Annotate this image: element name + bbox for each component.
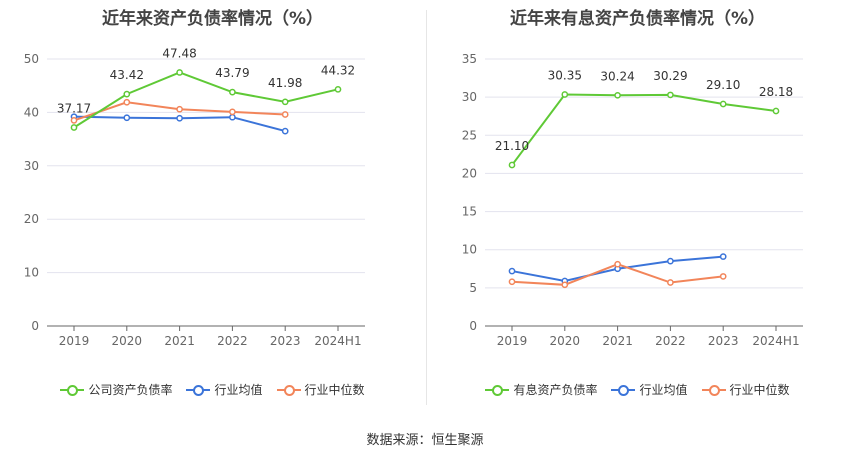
- data-point: [508, 267, 516, 275]
- data-point: [281, 127, 289, 135]
- chart-debt-ratio: 近年来资产负债率情况（%） 0 10 20 30 40 50 2019 2020 2021 202…: [0, 0, 425, 420]
- y-tick-label: 5: [469, 281, 477, 295]
- legend-item[interactable]: 公司资产负债率: [60, 381, 172, 398]
- chart-interest-bearing-debt-ratio: 近年来有息资产负债率情况（%） 0 5 10 15 20 25 30 35 2019 2020 20…: [425, 0, 850, 420]
- data-point: [561, 91, 569, 98]
- y-tick-label: 20: [24, 212, 39, 226]
- legend-item[interactable]: 行业中位数: [276, 381, 365, 398]
- legend-label: 公司资产负债率: [88, 383, 173, 397]
- y-tick-label: 25: [462, 128, 477, 142]
- data-point: [281, 111, 289, 118]
- data-point: [229, 88, 236, 96]
- chart-title: 近年来有息资产负债率情况（%）: [509, 9, 766, 29]
- data-point: [561, 281, 569, 289]
- data-label: 30.35: [548, 68, 582, 82]
- data-point: [123, 90, 131, 98]
- y-tick-label: 30: [24, 159, 39, 173]
- data-point: [719, 100, 727, 108]
- data-point: [667, 257, 674, 265]
- series-line: [511, 93, 777, 166]
- data-label: 28.18: [759, 85, 793, 99]
- data-point: [334, 85, 342, 93]
- y-tick-label: 20: [462, 166, 477, 180]
- legend-label: 行业均值: [639, 383, 688, 397]
- legend-marker-icon: [611, 384, 636, 396]
- plot-area: 0 10 20 30 40 50 2019 2020 2021 2022 2023 2024H1 37.…: [24, 46, 365, 348]
- data-point: [176, 105, 183, 113]
- x-tick-label: 2022: [217, 334, 248, 348]
- data-point: [123, 114, 131, 122]
- data-point: [176, 114, 183, 122]
- data-label: 41.98: [268, 76, 302, 90]
- legend-marker-icon: [186, 384, 211, 396]
- data-point: [508, 278, 516, 286]
- data-point: [229, 113, 236, 121]
- y-tick-label: 35: [462, 52, 477, 66]
- data-label: 21.10: [495, 139, 529, 153]
- data-point: [176, 69, 183, 76]
- x-tick-label: 2019: [59, 334, 90, 348]
- series-line: [73, 71, 339, 129]
- x-tick-label: 2023: [708, 334, 739, 348]
- y-tick-label: 10: [462, 243, 477, 257]
- legend: 有息资产负债率 行业均值 行业中位数: [425, 381, 850, 398]
- data-point: [281, 98, 289, 106]
- y-tick-label: 0: [31, 319, 39, 333]
- legend-label: 行业中位数: [304, 383, 365, 397]
- legend-item[interactable]: 行业均值: [186, 381, 263, 398]
- plot-area: 0 5 10 15 20 25 30 35 2019 2020 2021 2022 2023 2024H1…: [462, 52, 803, 348]
- data-label: 30.29: [653, 69, 687, 83]
- data-point: [772, 107, 780, 115]
- legend-item[interactable]: 行业中位数: [701, 381, 790, 398]
- data-point: [70, 124, 78, 131]
- data-source-note: 数据来源：恒生聚源: [366, 433, 484, 448]
- data-point: [719, 253, 727, 260]
- y-tick-label: 30: [462, 90, 477, 104]
- data-point: [614, 91, 621, 99]
- legend-marker-icon: [701, 384, 726, 396]
- x-tick-label: 2021: [602, 334, 633, 348]
- y-tick-label: 40: [24, 105, 39, 119]
- x-tick-label: 2019: [497, 334, 528, 348]
- legend-item[interactable]: 有息资产负债率: [485, 381, 597, 398]
- x-tick-label: 2020: [550, 334, 581, 348]
- data-label: 43.42: [110, 68, 144, 82]
- data-label: 37.17: [57, 102, 91, 116]
- data-point: [123, 98, 131, 106]
- legend-item[interactable]: 行业均值: [611, 381, 688, 398]
- y-tick-label: 50: [24, 52, 39, 66]
- data-point: [667, 279, 674, 286]
- data-point: [508, 161, 516, 169]
- legend-marker-icon: [485, 384, 510, 396]
- x-tick-label: 2023: [270, 334, 301, 348]
- data-label: 30.24: [600, 69, 634, 83]
- y-tick-label: 10: [24, 266, 39, 280]
- data-point: [719, 273, 727, 280]
- x-tick-label: 2024H1: [752, 334, 799, 348]
- data-label: 43.79: [215, 66, 249, 80]
- legend-label: 有息资产负债率: [513, 383, 598, 397]
- legend-label: 行业中位数: [729, 383, 790, 397]
- data-point: [667, 91, 674, 99]
- data-point: [70, 117, 78, 124]
- x-tick-label: 2024H1: [314, 334, 361, 348]
- data-label: 47.48: [162, 46, 196, 60]
- x-tick-label: 2020: [112, 334, 143, 348]
- legend-marker-icon: [60, 384, 85, 396]
- chart-title: 近年来资产负债率情况（%）: [101, 9, 324, 29]
- legend: 公司资产负债率 行业均值 行业中位数: [0, 381, 425, 398]
- data-point: [229, 108, 236, 116]
- y-tick-label: 0: [469, 319, 477, 333]
- data-point: [614, 260, 621, 268]
- legend-label: 行业均值: [214, 383, 263, 397]
- y-tick-label: 15: [462, 205, 477, 219]
- x-tick-label: 2021: [164, 334, 195, 348]
- panel-divider: [426, 10, 427, 405]
- x-tick-label: 2022: [655, 334, 686, 348]
- data-label: 44.32: [321, 63, 355, 77]
- data-label: 29.10: [706, 78, 740, 92]
- legend-marker-icon: [276, 384, 301, 396]
